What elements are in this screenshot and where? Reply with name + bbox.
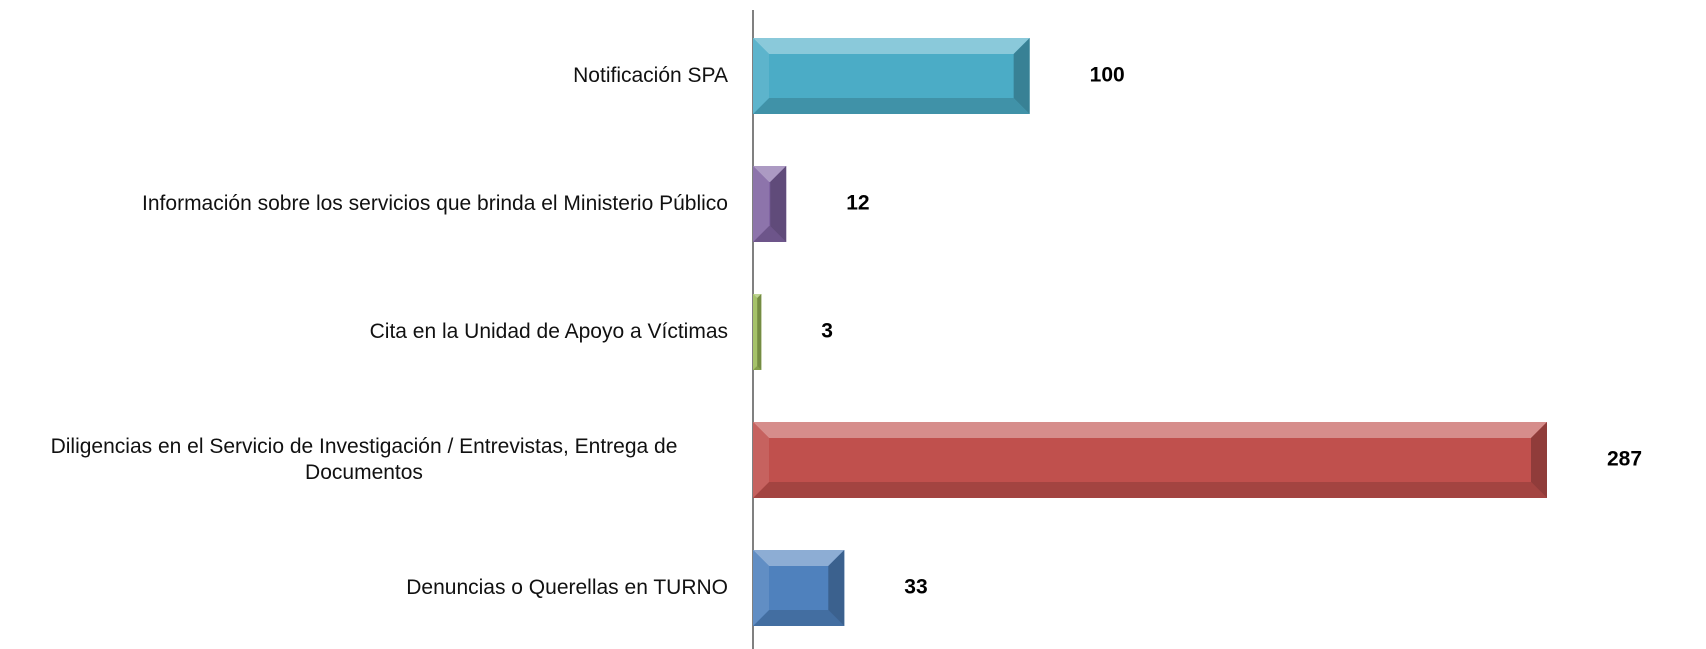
- bar-bevel: [753, 38, 1030, 54]
- category-label: Cita en la Unidad de Apoyo a Víctimas: [0, 294, 728, 370]
- bar-bevel: [757, 294, 762, 370]
- bar-bevel: [770, 166, 787, 242]
- data-label: 287: [1607, 448, 1642, 471]
- bar-bevel: [1531, 422, 1547, 498]
- bar-bevel: [753, 365, 762, 370]
- bar-bevel: [753, 226, 787, 242]
- category-text: Diligencias en el Servicio de Investigac…: [50, 434, 678, 484]
- bar-bevel: [753, 610, 845, 626]
- category-text: Denuncias o Querellas en TURNO: [406, 575, 728, 599]
- category-label: Diligencias en el Servicio de Investigac…: [0, 422, 728, 498]
- bar-bevel: [753, 422, 769, 498]
- category-label: Notificación SPA: [0, 38, 728, 114]
- category-label: Información sobre los servicios que brin…: [0, 166, 728, 242]
- data-label: 33: [904, 576, 927, 599]
- bar-bevel: [828, 550, 845, 626]
- category-label: Denuncias o Querellas en TURNO: [0, 550, 728, 626]
- data-label: 12: [846, 192, 869, 215]
- category-text: Información sobre los servicios que brin…: [142, 191, 728, 215]
- category-text: Cita en la Unidad de Apoyo a Víctimas: [369, 319, 728, 343]
- bar-bevel: [753, 550, 769, 626]
- bar-bevel: [753, 98, 1030, 114]
- data-label: 100: [1090, 64, 1125, 87]
- bar-bevel: [753, 294, 758, 370]
- bar-bevel: [753, 550, 845, 566]
- bar-bevel: [753, 38, 769, 114]
- data-label: 3: [821, 320, 833, 343]
- bar-bevel: [753, 166, 787, 182]
- bar-bevel: [753, 422, 1547, 438]
- bar-bevel: [753, 294, 762, 299]
- bar-bevel: [1013, 38, 1030, 114]
- category-text: Notificación SPA: [573, 63, 728, 87]
- bar-bevel: [753, 166, 769, 242]
- bar-bevel: [753, 482, 1547, 498]
